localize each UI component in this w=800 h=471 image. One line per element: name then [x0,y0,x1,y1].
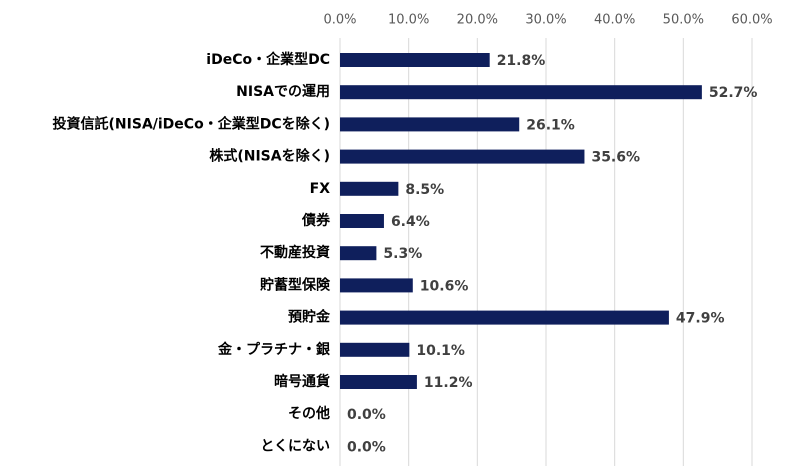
value-label: 10.1% [416,343,465,359]
value-label: 0.0% [347,439,386,455]
value-label: 10.6% [420,278,469,294]
value-label: 11.2% [424,375,473,391]
value-label: 0.0% [347,407,386,423]
bar [340,181,399,196]
bar [340,342,410,357]
value-label: 6.4% [391,214,430,230]
category-label: その他 [288,405,330,422]
x-tick-label: 40.0% [594,13,635,28]
category-label: 金・プラチナ・銀 [217,341,330,358]
bar [340,375,417,389]
bar [340,214,384,228]
category-label: NISAでの運用 [236,84,330,100]
x-tick-label: 10.0% [388,13,429,28]
value-label: 47.9% [676,311,725,327]
category-label: iDeCo・企業型DC [206,51,330,68]
value-label: 5.3% [383,246,422,262]
category-label: 貯蓄型保険 [260,276,331,293]
value-label: 35.6% [591,150,640,166]
value-label: 8.5% [405,182,444,198]
bar [340,246,377,261]
value-label: 21.8% [497,53,546,69]
category-label: 株式(NISAを除く) [209,148,330,165]
bar [340,53,490,67]
value-label: 52.7% [709,85,758,101]
x-tick-label: 60.0% [731,13,772,28]
category-label: とくにない [260,438,330,454]
bar [340,149,585,164]
bar [340,85,702,100]
category-label: 投資信託(NISA/iDeCo・企業型DCを除く) [53,115,330,132]
category-label: 不動産投資 [260,244,330,261]
category-label: 債券 [301,212,331,229]
x-tick-label: 50.0% [663,13,704,28]
category-label: 暗号通貨 [274,373,330,390]
x-tick-label: 20.0% [457,13,498,28]
x-tick-label: 30.0% [525,13,566,28]
category-label: FX [310,181,331,197]
category-label: 預貯金 [288,309,331,326]
value-label: 26.1% [526,117,575,133]
bar [340,117,520,132]
x-tick-label: 0.0% [323,13,356,28]
bar [340,278,413,293]
bar [340,310,669,325]
